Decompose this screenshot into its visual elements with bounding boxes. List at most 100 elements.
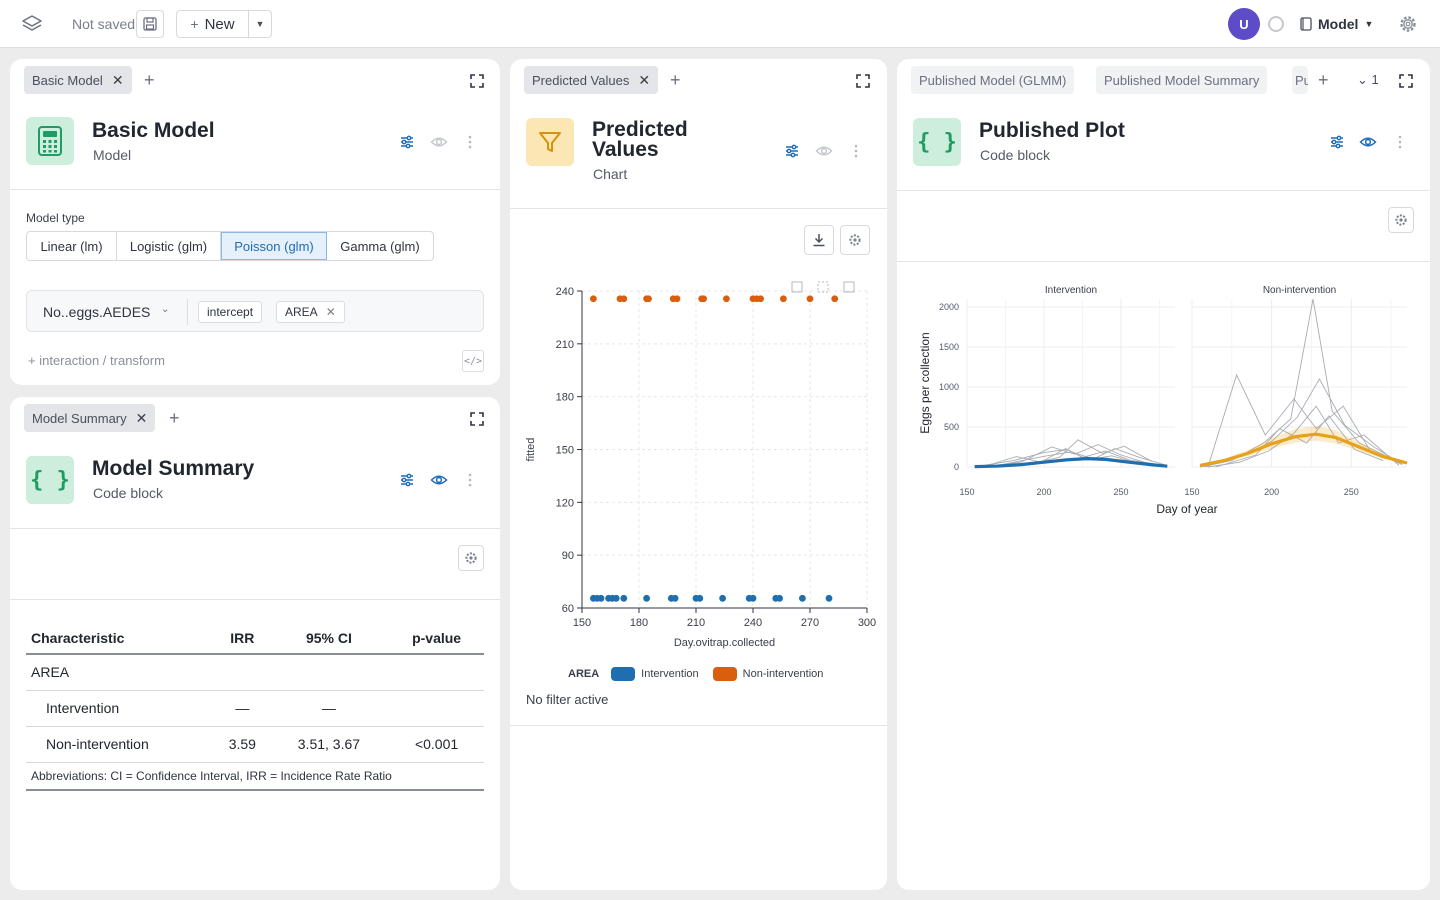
regression-table: Characteristic IRR 95% CI p-value AREA I… xyxy=(26,622,484,791)
close-icon[interactable]: ✕ xyxy=(638,71,651,88)
expand-icon[interactable] xyxy=(856,74,870,88)
model-type-poisson[interactable]: Poisson (glm) xyxy=(221,232,327,260)
tab-published-model-summary[interactable]: Published Model Summary xyxy=(1096,66,1268,94)
more-vertical-icon[interactable] xyxy=(1391,133,1409,151)
data-point-non-intervention xyxy=(673,295,681,303)
code-braces-icon: { } xyxy=(913,118,961,166)
model-type-logistic[interactable]: Logistic (glm) xyxy=(117,232,221,260)
panel-title-line2: Values xyxy=(592,138,659,161)
response-variable-select[interactable]: No..eggs.AEDES xyxy=(43,304,151,320)
legend-title: AREA xyxy=(568,668,600,680)
panel-tabs: Basic Model ✕ + xyxy=(24,66,486,94)
plus-icon: + xyxy=(28,353,36,368)
column-header: Characteristic xyxy=(26,622,216,655)
add-tab-button[interactable]: + xyxy=(144,70,155,90)
table-cell: — xyxy=(216,690,269,727)
add-tab-button[interactable]: + xyxy=(1318,70,1329,90)
pan-icon-shape xyxy=(817,281,829,293)
eye-icon[interactable] xyxy=(430,471,448,489)
settings-gear-icon[interactable] xyxy=(1398,14,1418,34)
settings-button[interactable] xyxy=(840,225,870,255)
model-type-linear[interactable]: Linear (lm) xyxy=(27,232,117,260)
column-header: 95% CI xyxy=(268,622,390,655)
tab-predicted-values[interactable]: Predicted Values ✕ xyxy=(524,66,659,94)
panel-subtitle: Code block xyxy=(93,485,164,501)
sliders-icon[interactable] xyxy=(1328,133,1346,151)
download-button[interactable] xyxy=(804,225,834,255)
facet-label: Non-intervention xyxy=(1263,285,1336,296)
panel-title: Basic Model xyxy=(92,119,215,142)
settings-button[interactable] xyxy=(1388,207,1414,233)
expand-icon[interactable] xyxy=(1399,74,1413,88)
more-vertical-icon[interactable] xyxy=(461,133,479,151)
column-header: p-value xyxy=(389,622,484,655)
eye-icon[interactable] xyxy=(430,133,448,151)
x-tick-label: 210 xyxy=(687,617,705,629)
data-point-non-intervention xyxy=(806,295,814,303)
divider xyxy=(10,189,500,190)
x-tick-label: 150 xyxy=(959,487,974,497)
model-summary-panel: Model Summary ✕ + { } Model Summary Code… xyxy=(10,397,500,890)
table-cell: AREA xyxy=(26,654,216,691)
x-tick-label: 250 xyxy=(1114,487,1129,497)
fitted-curve xyxy=(974,457,1168,469)
zoom-select-icon[interactable] xyxy=(791,281,803,293)
gear-icon xyxy=(465,552,477,564)
table-header-row: Characteristic IRR 95% CI p-value xyxy=(26,622,484,655)
new-button[interactable]: + New xyxy=(177,11,249,37)
gear-icon xyxy=(849,234,861,246)
y-tick-label: 90 xyxy=(562,550,574,562)
close-icon[interactable]: ✕ xyxy=(111,71,124,88)
close-icon[interactable]: ✕ xyxy=(135,409,148,426)
settings-button[interactable] xyxy=(458,545,484,571)
data-point-intervention xyxy=(597,594,605,602)
close-icon[interactable]: ✕ xyxy=(325,305,336,319)
layers-icon[interactable] xyxy=(20,12,44,36)
data-point-intervention xyxy=(643,594,650,602)
more-vertical-icon[interactable] xyxy=(461,471,479,489)
new-dropdown-button[interactable]: ▼ xyxy=(249,11,271,37)
code-view-button[interactable]: </> xyxy=(462,350,484,372)
reset-icon[interactable] xyxy=(843,281,855,293)
model-type-gamma[interactable]: Gamma (glm) xyxy=(340,238,420,254)
sliders-icon[interactable] xyxy=(783,142,801,160)
model-menu[interactable]: Model ▼ xyxy=(1300,14,1373,34)
panel-subtitle: Code block xyxy=(980,147,1051,163)
predicted-values-chart: 150 180 210 240 270 300 60 90 120 150 180 210 240 Day… xyxy=(525,281,876,649)
panel-subtitle: Model xyxy=(93,147,132,163)
user-avatar[interactable]: U xyxy=(1228,8,1260,40)
plus-icon: + xyxy=(190,16,199,32)
model-type-selector: Linear (lm) Logistic (glm) Poisson (glm)… xyxy=(26,231,434,261)
y-tick-label: 240 xyxy=(556,286,574,298)
tab-overflow-menu[interactable]: ⌄ 1 xyxy=(1357,72,1379,88)
sliders-icon[interactable] xyxy=(398,471,416,489)
add-interaction-button[interactable]: + interaction / transform xyxy=(28,353,165,368)
formula-builder: No..eggs.AEDES ⌄ intercept AREA ✕ xyxy=(26,290,484,332)
data-point-intervention xyxy=(825,594,833,602)
legend-label: Intervention xyxy=(641,668,699,680)
add-tab-button[interactable]: + xyxy=(169,408,180,428)
sliders-icon[interactable] xyxy=(398,133,416,151)
table-cell xyxy=(268,654,390,691)
add-tab-button[interactable]: + xyxy=(670,70,681,90)
save-button[interactable] xyxy=(136,10,164,38)
eye-icon[interactable] xyxy=(815,142,833,160)
published-facet-chart: Intervention 150 200 250 Non-intervention 150… xyxy=(918,285,1408,516)
column-header: IRR xyxy=(216,622,269,655)
tab-label: Predicted Values xyxy=(532,72,630,88)
tab-published-plot[interactable]: Pu xyxy=(1292,66,1308,94)
tab-published-model-glmm[interactable]: Published Model (GLMM) xyxy=(911,66,1075,94)
expand-icon[interactable] xyxy=(470,412,484,426)
pan-icon[interactable] xyxy=(817,281,829,293)
data-point-intervention xyxy=(749,594,757,602)
expand-icon[interactable] xyxy=(470,74,484,88)
y-axis-label: fitted xyxy=(525,438,537,462)
model-menu-label: Model xyxy=(1318,16,1359,32)
tab-model-summary[interactable]: Model Summary ✕ xyxy=(24,404,156,432)
tab-basic-model[interactable]: Basic Model ✕ xyxy=(24,66,132,94)
chevron-down-icon[interactable]: ⌄ xyxy=(161,304,170,315)
more-vertical-icon[interactable] xyxy=(847,142,865,160)
published-plot-panel: Published Model (GLMM) Published Model S… xyxy=(897,59,1430,890)
x-tick-label: 200 xyxy=(1037,487,1052,497)
eye-icon[interactable] xyxy=(1359,133,1377,151)
